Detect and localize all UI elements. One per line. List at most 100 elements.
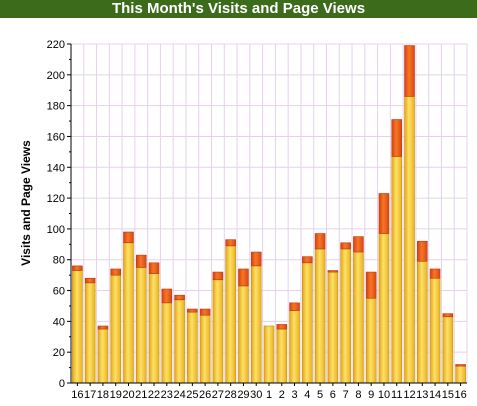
bar-segment-bottom	[327, 271, 339, 384]
bar-segment-top	[148, 262, 160, 274]
x-tick-label: 13	[416, 389, 428, 401]
x-tick-label: 15	[442, 389, 454, 401]
x-tick-label: 14	[429, 389, 441, 401]
bar-segment-bottom	[250, 265, 262, 384]
bar-segment-bottom	[199, 314, 211, 384]
bar-segment-top	[455, 364, 466, 367]
x-tick-label: 30	[250, 389, 262, 401]
x-tick-label: 16	[454, 389, 466, 401]
x-tick-label: 11	[391, 389, 402, 401]
bar-segment-top	[97, 325, 109, 330]
bar-segment-bottom	[442, 316, 454, 384]
bar-segment-bottom	[212, 279, 224, 384]
bar-segment-top	[187, 308, 198, 313]
x-tick-label: 27	[212, 389, 224, 401]
bar-segment-bottom	[289, 310, 300, 384]
bar-segment-bottom	[404, 96, 415, 384]
chart-title: This Month's Visits and Page Views	[0, 0, 477, 18]
bar-segment-bottom	[314, 248, 326, 384]
x-tick-label: 17	[84, 389, 96, 401]
x-tick-label: 23	[161, 389, 173, 401]
bar-segment-top	[84, 277, 96, 284]
bar-segment-bottom	[417, 260, 428, 384]
x-tick-label: 3	[291, 389, 297, 401]
bar-segment-bottom	[455, 365, 466, 384]
bar-segment-bottom	[429, 277, 441, 384]
bar-segment-top	[161, 288, 173, 304]
bar-segment-bottom	[302, 262, 313, 384]
bar-segment-bottom	[340, 248, 351, 384]
y-tick-label: 20	[53, 347, 65, 359]
bar-segment-top	[110, 268, 121, 276]
bar-segment-top	[391, 119, 403, 157]
x-tick-label: 20	[122, 389, 134, 401]
bar-segment-top	[378, 193, 390, 234]
x-tick-label: 24	[173, 389, 185, 401]
x-tick-label: 26	[199, 389, 211, 401]
x-tick-label: 18	[97, 389, 109, 401]
bar-segment-bottom	[187, 311, 198, 384]
bar-segment-top	[123, 231, 134, 244]
bar-segment-top	[429, 268, 441, 279]
x-tick-label: 29	[237, 389, 249, 401]
bar-segment-bottom	[174, 299, 185, 384]
x-tick-label: 22	[148, 389, 160, 401]
x-tick-label: 28	[225, 389, 237, 401]
x-tick-label: 7	[343, 389, 349, 401]
bar-segment-top	[199, 308, 211, 316]
bar-segment-top	[225, 239, 236, 247]
bar-segment-bottom	[72, 270, 83, 384]
bar-segment-top	[174, 294, 185, 301]
x-tick-label: 1	[266, 389, 272, 401]
x-tick-label: 10	[378, 389, 390, 401]
bar-segment-top	[302, 256, 313, 264]
y-tick-label: 120	[47, 193, 65, 205]
y-axis-label: Visits and Page Views	[19, 140, 33, 266]
bar-segment-bottom	[276, 328, 288, 384]
bar-segment-bottom	[84, 282, 96, 384]
bar-segment-top	[404, 45, 415, 97]
bar-segment-top	[212, 271, 224, 281]
bar-segment-top	[135, 254, 147, 268]
x-tick-label: 16	[71, 389, 83, 401]
x-tick-label: 12	[403, 389, 415, 401]
y-tick-label: 200	[47, 70, 65, 82]
bar-segment-bottom	[365, 297, 377, 384]
y-tick-label: 60	[53, 286, 65, 298]
bar-segment-top	[289, 302, 300, 311]
x-tick-label: 6	[330, 389, 336, 401]
bar-segment-top	[276, 324, 288, 330]
y-tick-label: 80	[53, 255, 65, 267]
x-tick-label: 25	[186, 389, 198, 401]
bar-segment-bottom	[135, 267, 147, 384]
bar-segment-bottom	[225, 245, 236, 384]
bar-segment-bottom	[391, 156, 403, 384]
bar-segment-top	[417, 240, 428, 262]
bar-segment-top	[72, 265, 83, 271]
bar-segment-top	[314, 233, 326, 250]
bar-segment-top	[353, 236, 364, 253]
bar-segment-top	[250, 251, 262, 267]
y-tick-label: 140	[47, 162, 65, 174]
x-tick-label: 9	[368, 389, 374, 401]
x-tick-label: 5	[317, 389, 323, 401]
bar-segment-bottom	[263, 325, 275, 384]
bar-segment-bottom	[97, 328, 109, 384]
y-tick-label: 40	[53, 316, 65, 328]
bar-segment-bottom	[161, 302, 173, 384]
y-tick-label: 220	[47, 39, 65, 51]
x-tick-label: 8	[355, 389, 361, 401]
x-tick-label: 21	[135, 389, 147, 401]
bar-segment-top	[238, 268, 249, 287]
y-tick-label: 160	[47, 131, 65, 143]
bar-segment-bottom	[148, 273, 160, 384]
bar-segment-top	[340, 242, 351, 250]
y-tick-label: 0	[59, 378, 65, 390]
bar-segment-bottom	[353, 251, 364, 384]
bar-segment-bottom	[110, 274, 121, 384]
bar-segment-bottom	[378, 233, 390, 384]
bar-segment-bottom	[123, 242, 134, 384]
y-tick-label: 180	[47, 101, 65, 113]
